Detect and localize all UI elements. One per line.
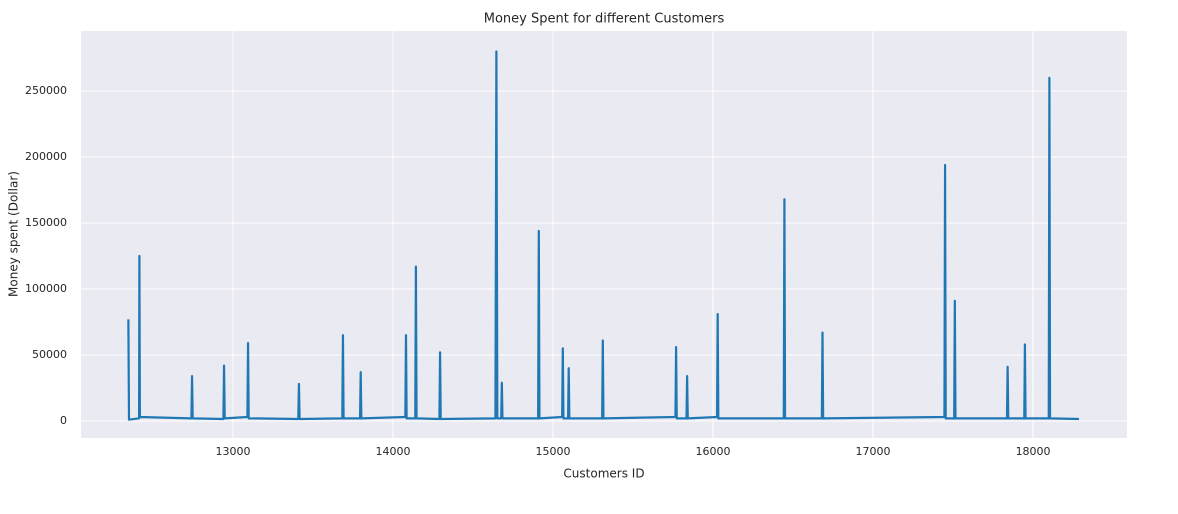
x-tick-label: 17000 [856, 445, 891, 458]
x-tick-label: 13000 [216, 445, 251, 458]
x-tick-label: 16000 [696, 445, 731, 458]
chart-title: Money Spent for different Customers [484, 12, 725, 27]
x-tick-label: 18000 [1016, 445, 1051, 458]
x-tick-label: 15000 [536, 445, 571, 458]
y-tick-label: 150000 [25, 216, 67, 229]
y-tick-label: 100000 [25, 282, 67, 295]
data-line [127, 50, 1080, 421]
y-tick-label: 250000 [25, 84, 67, 97]
y-tick-label: 50000 [32, 348, 67, 361]
x-axis-label: Customers ID [563, 467, 644, 481]
y-tick-label: 0 [60, 414, 67, 427]
y-tick-label: 200000 [25, 150, 67, 163]
x-tick-label: 14000 [376, 445, 411, 458]
y-axis-label: Money spent (Dollar) [7, 171, 21, 297]
